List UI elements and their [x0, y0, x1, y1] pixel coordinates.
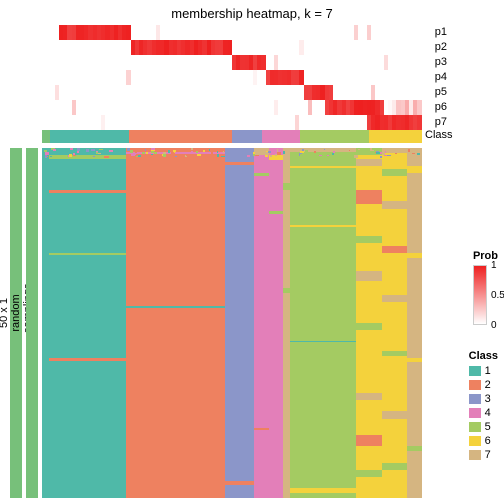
prob-row-label: p4	[435, 70, 447, 85]
prob-row-label: p3	[435, 55, 447, 70]
prob-row-p1: p1	[42, 25, 422, 40]
main-heatmap	[42, 148, 422, 498]
plot-title: membership heatmap, k = 7	[0, 6, 504, 21]
membership-heatmap-figure: membership heatmap, k = 7 p1p2p3p4p5p6p7…	[0, 0, 504, 504]
prob-row-p6: p6	[42, 100, 422, 115]
prob-row-label: p6	[435, 100, 447, 115]
main-heatmap-top-noise	[42, 148, 422, 156]
prob-row-label: p7	[435, 115, 447, 130]
legend-class: Class1234567	[469, 350, 498, 462]
class-annotation-row	[42, 130, 422, 143]
probability-heatmap: p1p2p3p4p5p6p7	[42, 25, 422, 130]
class-row-label: Class	[425, 129, 453, 141]
prob-row-label: p1	[435, 25, 447, 40]
prob-row-p7: p7	[42, 115, 422, 130]
row-annotation-2	[26, 148, 38, 498]
legend-class-title: Class	[469, 350, 498, 362]
legend-prob: Prob10.50	[473, 250, 498, 328]
prob-row-p4: p4	[42, 70, 422, 85]
prob-row-p5: p5	[42, 85, 422, 100]
prob-row-label: p2	[435, 40, 447, 55]
prob-row-p2: p2	[42, 40, 422, 55]
prob-row-label: p5	[435, 85, 447, 100]
prob-row-p3: p3	[42, 55, 422, 70]
